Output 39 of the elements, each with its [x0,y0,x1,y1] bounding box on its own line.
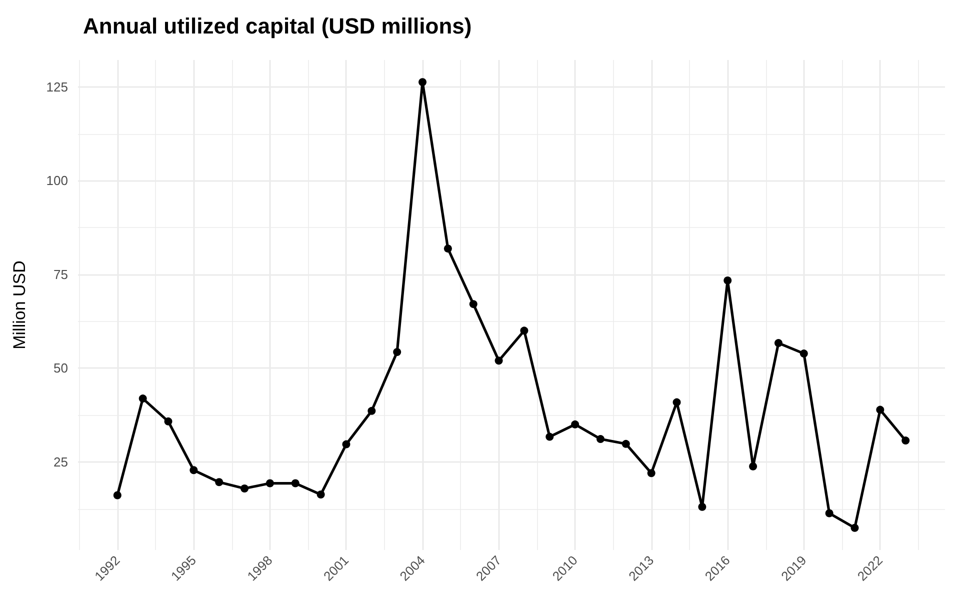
point [800,350,808,358]
point [113,491,122,500]
point [240,484,249,493]
point [672,398,681,406]
point [546,432,554,441]
y-tick-label: 125 [46,79,68,94]
point [316,490,325,499]
point [647,469,656,478]
point [774,339,782,348]
y-axis-title: Million USD [10,260,29,350]
point [469,300,478,308]
point [876,406,884,414]
point [520,326,528,335]
point [444,244,452,253]
point [342,440,350,448]
y-tick-label: 75 [54,266,68,282]
point [138,394,147,403]
point [190,466,198,474]
point [266,479,274,488]
point [724,276,732,284]
y-tick-label: 50 [54,360,68,376]
y-tick-label: 25 [54,454,68,470]
chart-title: Annual utilized capital (USD millions) [83,14,472,38]
point [368,406,376,415]
point [850,524,859,532]
point [291,479,300,488]
point [596,435,604,444]
point [418,78,427,86]
point [825,509,834,518]
point [902,436,910,445]
point [393,348,402,356]
y-tick-label: 100 [46,173,68,188]
point [571,420,580,428]
point [215,478,224,486]
point [698,502,706,511]
point [622,440,630,448]
point [749,462,758,470]
point [164,417,172,426]
point [494,356,503,365]
